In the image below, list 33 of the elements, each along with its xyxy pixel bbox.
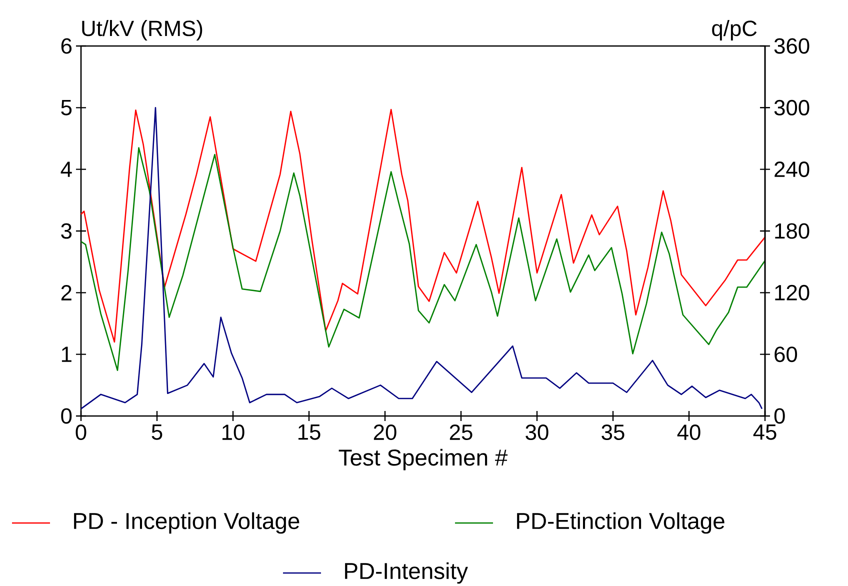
x-tick-label: 45 bbox=[753, 424, 776, 440]
legend-label: PD-Intensity bbox=[345, 562, 468, 584]
line-series bbox=[80, 147, 766, 372]
x-tick-label: 10 bbox=[222, 424, 244, 440]
y2-tick-label: 300 bbox=[774, 100, 810, 116]
y2-tick-label: 240 bbox=[774, 162, 810, 178]
y2-tick-label: 60 bbox=[774, 346, 798, 362]
y2-axis-title: q/pC bbox=[712, 20, 757, 40]
x-tick-label: 20 bbox=[374, 424, 396, 440]
y2-tick-label: 180 bbox=[775, 223, 810, 239]
y2-tick-label: 0 bbox=[774, 408, 785, 424]
y-tick-label: 6 bbox=[61, 38, 72, 54]
y-tick-label: 5 bbox=[61, 100, 72, 116]
x-axis-title: Test Specimen # bbox=[338, 448, 508, 470]
line-series bbox=[80, 107, 763, 410]
line-series bbox=[80, 108, 766, 343]
legend-label: PD-Etinction Voltage bbox=[517, 512, 724, 534]
y-tick-label: 0 bbox=[61, 408, 72, 424]
x-tick-label: 35 bbox=[602, 424, 624, 440]
x-tick-label: 40 bbox=[677, 424, 700, 440]
y-tick-label: 1 bbox=[62, 346, 72, 362]
y-tick-label: 4 bbox=[60, 162, 72, 177]
y-tick-label: 2 bbox=[61, 285, 72, 300]
y2-tick-label: 360 bbox=[774, 38, 810, 54]
x-tick-label: 0 bbox=[76, 424, 86, 440]
x-tick-label: 30 bbox=[526, 424, 548, 440]
x-tick-label: 5 bbox=[152, 424, 162, 440]
x-tick-label: 25 bbox=[450, 424, 472, 440]
legend-label: PD - Inception Voltage bbox=[74, 512, 300, 534]
y-axis-title: Ut/kV (RMS) bbox=[82, 20, 202, 40]
y2-tick-label: 120 bbox=[775, 284, 810, 300]
x-tick-label: 15 bbox=[298, 424, 320, 440]
y-tick-label: 3 bbox=[61, 223, 72, 239]
